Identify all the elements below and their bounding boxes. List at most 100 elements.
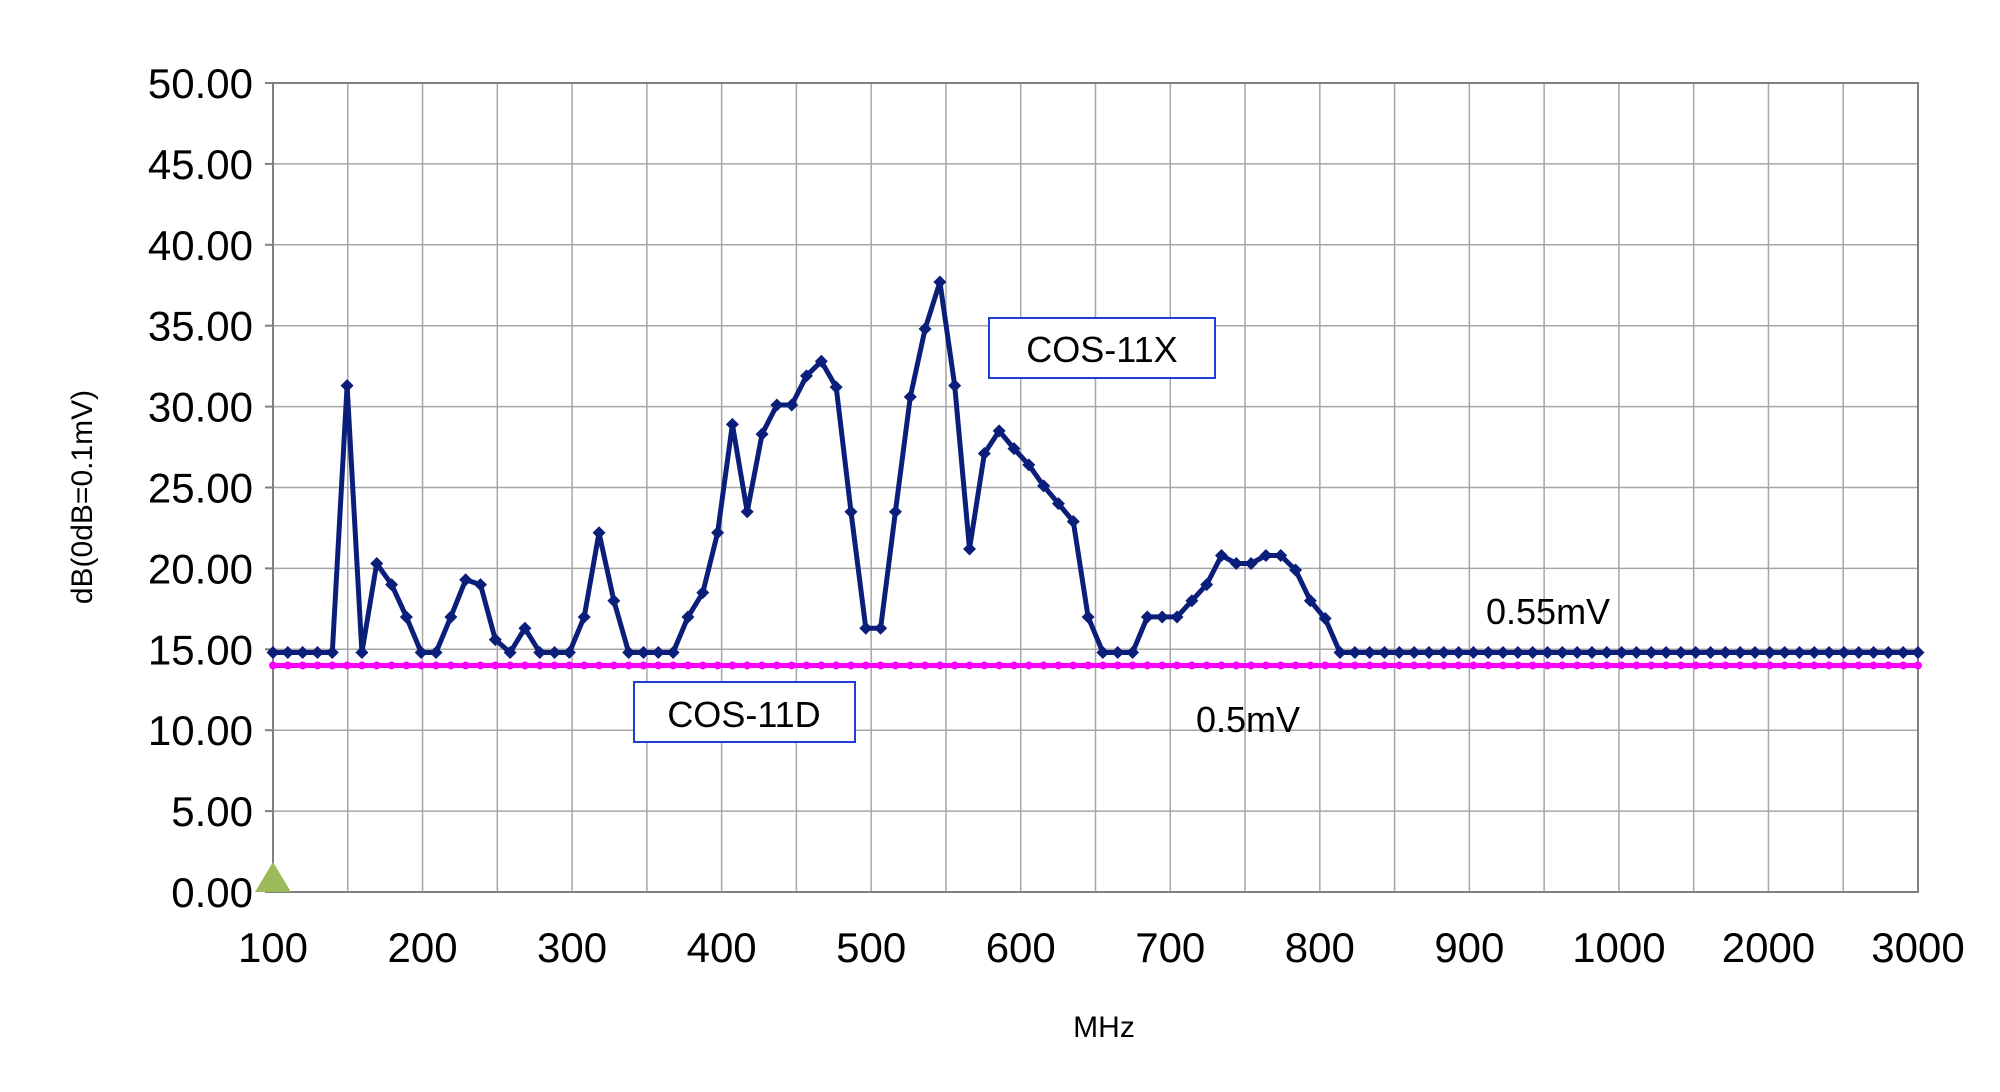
x-tick-label: 700 xyxy=(1135,924,1205,971)
series-cos-11x-point xyxy=(1259,548,1273,562)
series-cos-11d-point xyxy=(476,661,485,670)
annotation-0-55mv: 0.55mV xyxy=(1486,591,1610,632)
x-tick-label: 900 xyxy=(1434,924,1504,971)
series-cos-11x-point xyxy=(1066,514,1080,528)
y-tick-label: 10.00 xyxy=(148,707,253,754)
series-cos-11d-point xyxy=(1528,661,1537,670)
series-cos-11d-point xyxy=(1706,661,1715,670)
series-cos-11d-point xyxy=(1024,661,1033,670)
series-cos-11x-point xyxy=(1185,594,1199,608)
series-cos-11d-point xyxy=(1217,661,1226,670)
series-cos-11d-point xyxy=(698,661,707,670)
series-cos-11d-point xyxy=(1676,661,1685,670)
series-cos-11d-point xyxy=(1869,661,1878,670)
series-cos-11x-point xyxy=(770,398,784,412)
series-cos-11x-point xyxy=(785,398,799,412)
series-cos-11x-point xyxy=(696,586,710,600)
series-cos-11d-point xyxy=(832,661,841,670)
series-cos-11x-point xyxy=(933,275,947,289)
series-cos-11d-point xyxy=(520,661,529,670)
series-cos-11d-point xyxy=(1884,661,1893,670)
series-cos-11x-point xyxy=(577,610,591,624)
series-cos-11x-point xyxy=(296,646,310,660)
series-cos-11x-point xyxy=(874,621,888,635)
series-cos-11x-point xyxy=(473,578,487,592)
series-cos-11x-point xyxy=(1837,646,1851,660)
y-tick-label: 50.00 xyxy=(148,60,253,107)
series-cos-11d-point xyxy=(357,661,366,670)
x-tick-label: 3000 xyxy=(1871,924,1964,971)
series-cos-11d-point xyxy=(1143,661,1152,670)
series-cos-11x-point xyxy=(1763,646,1777,660)
series-cos-11d-point xyxy=(1009,661,1018,670)
series-cos-11d-point xyxy=(1350,661,1359,670)
series-cos-11x-point xyxy=(1407,646,1421,660)
series-cos-11d-point xyxy=(1084,661,1093,670)
series-cos-11d-point xyxy=(965,661,974,670)
x-tick-label: 800 xyxy=(1285,924,1355,971)
series-cos-11x-point xyxy=(1778,646,1792,660)
y-axis-ticks: 0.00 5.00 10.00 15.00 20.00 25.00 30.00 35.00 40… xyxy=(148,60,273,916)
series-cos-11x-point xyxy=(1496,646,1510,660)
series-cos-11d-point xyxy=(1617,661,1626,670)
series-cos-11x-point xyxy=(1022,458,1036,472)
series-cos-11x-point xyxy=(1377,646,1391,660)
series-cos-11d-point xyxy=(432,661,441,670)
series-cos-11x-point xyxy=(1659,646,1673,660)
series-cos-11x-point xyxy=(948,379,962,393)
series-cos-11x-point xyxy=(622,646,636,660)
series-cos-11d-point xyxy=(609,661,618,670)
series-cos-11d-point xyxy=(1469,661,1478,670)
series-cos-11d-point xyxy=(1513,661,1522,670)
x-axis-ticks: 100 200 300 400 500 600 700 800 900 1000 2000 3000 xyxy=(238,924,1965,971)
series-cos-11d-point xyxy=(906,661,915,670)
series-cos-11d-point xyxy=(387,661,396,670)
series-cos-11d-point xyxy=(1454,661,1463,670)
series-cos-11d-point xyxy=(1602,661,1611,670)
series-cos-11x-point xyxy=(1748,646,1762,660)
series-cos-11x-point xyxy=(800,369,814,383)
series-cos-11x-point xyxy=(918,322,932,336)
series-cos-11x-point xyxy=(636,646,650,660)
series-cos-11x-point xyxy=(1214,548,1228,562)
series-cos-11x-point xyxy=(1200,578,1214,592)
series-cos-11x-point xyxy=(903,390,917,404)
series-cos-11d-point xyxy=(343,661,352,670)
series-cos-11d-point xyxy=(787,661,796,670)
series-cos-11x-point xyxy=(1126,646,1140,660)
series-cos-11x-point xyxy=(844,505,858,519)
series-cos-11x-point xyxy=(370,557,384,571)
series-cos-11x-point xyxy=(1881,646,1895,660)
series-cos-11d-point xyxy=(1632,661,1641,670)
series-cos-11x-point xyxy=(1852,646,1866,660)
series-cos-11x-point xyxy=(1644,646,1658,660)
series-cos-11x-point xyxy=(725,417,739,431)
series-cos-11x-point xyxy=(310,646,324,660)
series-cos-11d-point xyxy=(758,661,767,670)
series-cos-11x-point xyxy=(814,354,828,368)
series-cos-11d-point xyxy=(1098,661,1107,670)
series-cos-11d-point xyxy=(1484,661,1493,670)
series-cos-11d-point xyxy=(1380,661,1389,670)
series-cos-11d-point xyxy=(1039,661,1048,670)
series-cos-11x-point xyxy=(562,646,576,660)
series-cos-11x-point xyxy=(1481,646,1495,660)
series-cos-11d-point xyxy=(1795,661,1804,670)
series-cos-11x-point xyxy=(1392,646,1406,660)
series-cos-11d-point xyxy=(669,661,678,670)
y-tick-label: 45.00 xyxy=(148,141,253,188)
series-cos-11x-point xyxy=(1096,646,1110,660)
series-cos-11x-point xyxy=(711,526,725,540)
series-cos-11x-point xyxy=(1674,646,1688,660)
series-cos-11x-point xyxy=(340,379,354,393)
series-cos-11x-point xyxy=(1274,548,1288,562)
series-cos-11d xyxy=(269,661,1922,670)
series-cos-11x-point xyxy=(1555,646,1569,660)
x-axis-title: MHz xyxy=(1073,1011,1135,1044)
series-cos-11d-point xyxy=(1780,661,1789,670)
series-cos-11d-point xyxy=(1410,661,1419,670)
series-cos-11x-point xyxy=(533,646,547,660)
series-cos-11d-point xyxy=(1276,661,1285,670)
series-cos-11d-point xyxy=(1054,661,1063,670)
